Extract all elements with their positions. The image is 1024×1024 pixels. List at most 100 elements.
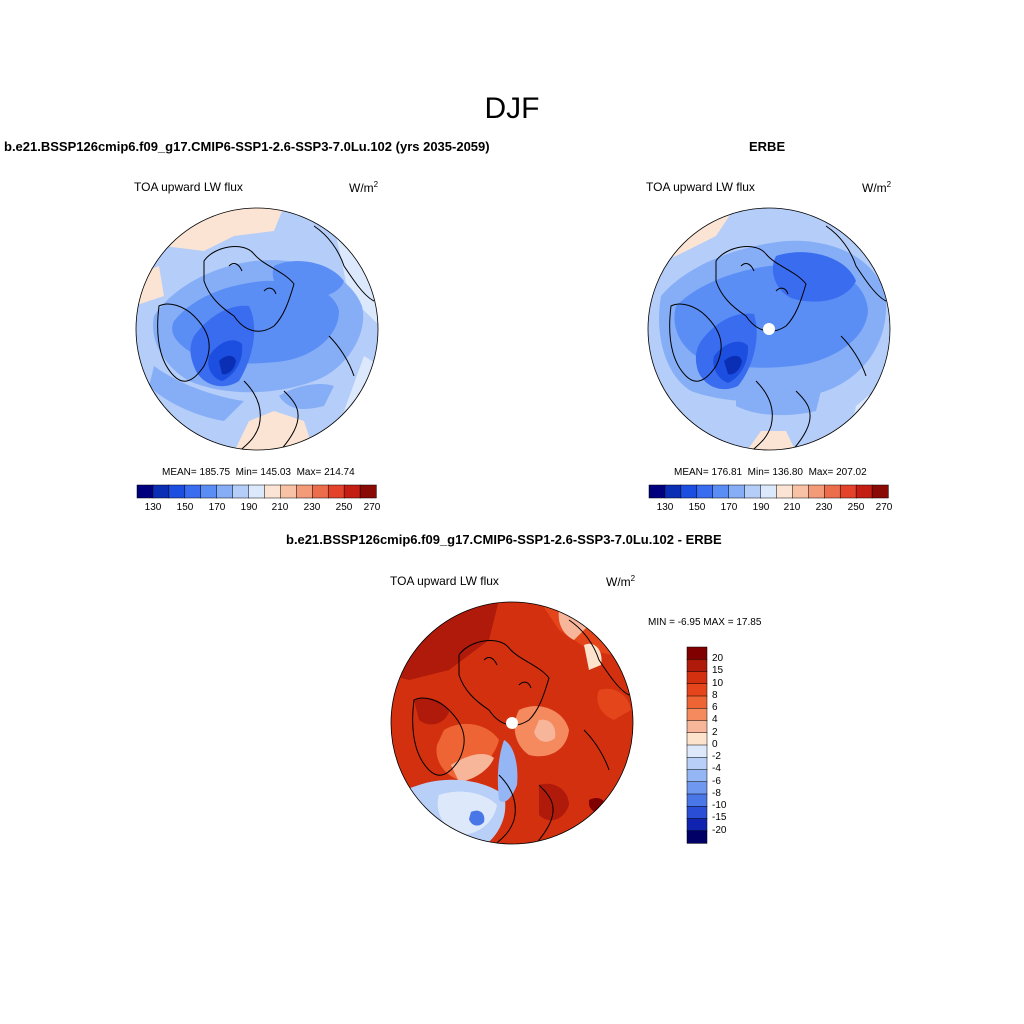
panel-title-model: b.e21.BSSP126cmip6.f09_g17.CMIP6-SSP1-2.… (4, 139, 490, 154)
colorbar-tick-label: -15 (712, 812, 727, 823)
colorbar-swatch (280, 484, 297, 499)
colorbar-swatch (686, 744, 708, 758)
colorbar-swatch (686, 806, 708, 820)
colorbar-swatch (686, 793, 708, 807)
colorbar-tick-label: 210 (271, 502, 289, 513)
colorbar-tick-label: 4 (712, 714, 718, 725)
colorbar-swatch (792, 484, 809, 499)
polar-map-erbe (647, 207, 891, 451)
variable-label-erbe: TOA upward LW flux (646, 180, 755, 194)
colorbar-swatch (855, 484, 873, 499)
colorbar-tick-label: 130 (656, 502, 674, 513)
colorbar-swatch (648, 484, 666, 499)
colorbar-tick-label: -20 (712, 825, 727, 836)
colorbar-swatch (343, 484, 361, 499)
colorbar-swatch (686, 781, 708, 795)
units-label-erbe: W/m2 (862, 180, 892, 195)
colorbar-tick-label: 8 (712, 690, 718, 701)
colorbar-swatch (359, 484, 377, 499)
colorbar-swatch (686, 769, 708, 783)
minmax-diff: MIN = -6.95 MAX = 17.85 (648, 617, 762, 628)
colorbar-model (136, 484, 377, 499)
colorbar-swatch (248, 484, 266, 499)
colorbar-tick-label: 190 (752, 502, 770, 513)
colorbar-swatch (327, 484, 345, 499)
colorbar-swatch (686, 708, 708, 722)
colorbar-tick-label: 6 (712, 702, 718, 713)
colorbar-swatch (686, 683, 708, 697)
colorbar-tick-label: 190 (240, 502, 258, 513)
colorbar-diff (686, 646, 708, 844)
colorbar-tick-label: 20 (712, 653, 724, 664)
colorbar-swatch (686, 720, 708, 734)
colorbar-tick-label: 270 (875, 502, 893, 513)
colorbar-swatch (686, 818, 708, 832)
polar-map-model (135, 207, 379, 451)
colorbar-swatch (232, 484, 250, 499)
colorbar-labels-diff: 20 15 10 8 6 4 2 0 -2 -4 -6 -8 -10 -15 -… (712, 647, 752, 843)
colorbar-swatch (686, 646, 708, 660)
colorbar-labels-model: 130 150 170 190 210 230 250 270 (137, 502, 381, 516)
panel-title-erbe: ERBE (749, 139, 786, 154)
colorbar-tick-label: 170 (208, 502, 226, 513)
colorbar-tick-label: 150 (688, 502, 706, 513)
stats-model: MEAN= 185.75 Min= 145.03 Max= 214.74 (162, 467, 355, 478)
colorbar-tick-label: 170 (720, 502, 738, 513)
colorbar-swatch (264, 484, 282, 499)
colorbar-tick-label: 2 (712, 727, 718, 738)
colorbar-tick-label: -10 (712, 800, 727, 811)
colorbar-swatch (312, 484, 329, 499)
colorbar-swatch (744, 484, 762, 499)
colorbar-swatch (871, 484, 889, 499)
season-title: DJF (484, 92, 540, 125)
panel-title-diff: b.e21.BSSP126cmip6.f09_g17.CMIP6-SSP1-2.… (286, 532, 722, 547)
colorbar-tick-label: 130 (144, 502, 162, 513)
colorbar-swatch (152, 484, 170, 499)
colorbar-swatch (200, 484, 218, 499)
colorbar-swatch (696, 484, 714, 499)
colorbar-tick-label: 10 (712, 678, 724, 689)
pole-hole (763, 323, 775, 335)
variable-label-model: TOA upward LW flux (134, 180, 243, 194)
colorbar-tick-label: 230 (303, 502, 321, 513)
colorbar-swatch (839, 484, 857, 499)
colorbar-swatch (184, 484, 202, 499)
colorbar-swatch (168, 484, 186, 499)
colorbar-swatch (776, 484, 794, 499)
stats-erbe: MEAN= 176.81 Min= 136.80 Max= 207.02 (674, 467, 867, 478)
colorbar-swatch (808, 484, 825, 499)
polar-map-diff (390, 601, 634, 845)
colorbar-swatch (136, 484, 154, 499)
pole-hole (506, 717, 518, 729)
colorbar-swatch (216, 484, 234, 499)
colorbar-swatch (680, 484, 698, 499)
colorbar-swatch (664, 484, 682, 499)
colorbar-swatch (686, 757, 708, 771)
colorbar-tick-label: 250 (335, 502, 353, 513)
colorbar-tick-label: -8 (712, 788, 721, 799)
colorbar-tick-label: 150 (176, 502, 194, 513)
colorbar-swatch (824, 484, 841, 499)
colorbar-swatch (296, 484, 313, 499)
colorbar-swatch (686, 671, 708, 685)
colorbar-swatch (686, 732, 708, 746)
colorbar-tick-label: 230 (815, 502, 833, 513)
colorbar-swatch (728, 484, 746, 499)
colorbar-swatch (686, 659, 708, 673)
colorbar-swatch (686, 830, 708, 844)
colorbar-labels-erbe: 130 150 170 190 210 230 250 270 (649, 502, 893, 516)
colorbar-tick-label: -4 (712, 763, 721, 774)
colorbar-tick-label: -6 (712, 776, 721, 787)
colorbar-swatch (686, 695, 708, 709)
colorbar-tick-label: 270 (363, 502, 381, 513)
units-label-diff: W/m2 (606, 574, 636, 589)
colorbar-tick-label: 250 (847, 502, 865, 513)
colorbar-swatch (712, 484, 730, 499)
colorbar-tick-label: 210 (783, 502, 801, 513)
colorbar-erbe (648, 484, 889, 499)
colorbar-swatch (760, 484, 778, 499)
colorbar-tick-label: -2 (712, 751, 721, 762)
units-label-model: W/m2 (349, 180, 379, 195)
colorbar-tick-label: 15 (712, 665, 724, 676)
colorbar-tick-label: 0 (712, 739, 718, 750)
